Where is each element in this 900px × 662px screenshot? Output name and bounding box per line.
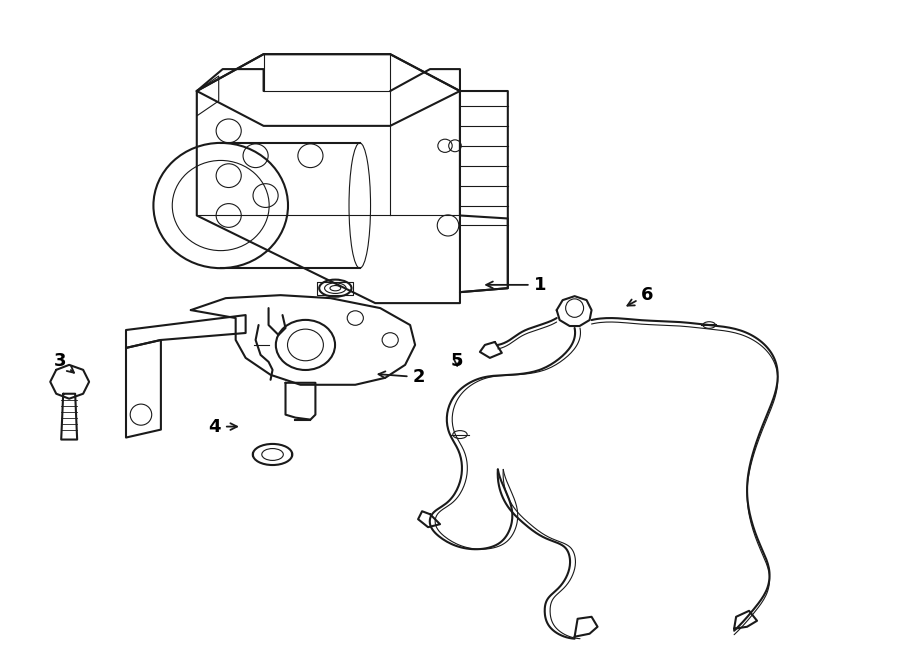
Text: 1: 1 xyxy=(486,276,546,294)
Text: 2: 2 xyxy=(379,368,425,386)
Text: 6: 6 xyxy=(627,286,653,306)
Text: 5: 5 xyxy=(451,352,464,369)
Text: 3: 3 xyxy=(53,352,74,373)
Text: 4: 4 xyxy=(209,418,237,436)
